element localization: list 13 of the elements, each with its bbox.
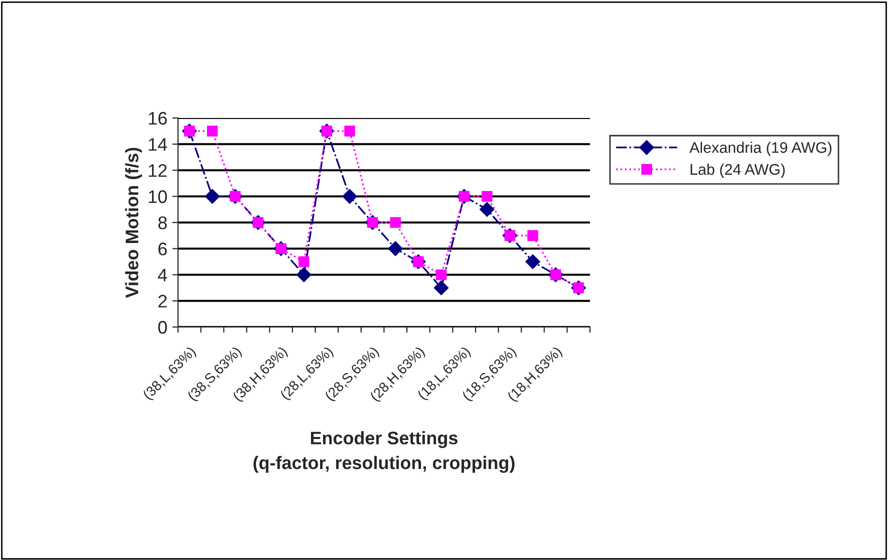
y-tick-label: 14: [148, 138, 168, 151]
y-tick-label: 12: [148, 164, 167, 177]
y-tick-label: 0: [158, 320, 167, 334]
y-tick-label: 10: [148, 190, 167, 204]
y-tick-label: 16: [148, 112, 167, 125]
y-axis-title: Video Motion (f/s): [125, 148, 142, 298]
y-tick-label: 2: [158, 294, 167, 308]
legend-label: Lab (24 AWG): [690, 164, 785, 178]
legend-label: Alexandria (19 AWG): [689, 142, 832, 156]
y-tick-label: 6: [158, 242, 167, 256]
x-axis-title: Encoder Settings (q-factor, resolution, cropping): [254, 431, 515, 473]
y-tick-label: 8: [158, 216, 167, 230]
y-tick-label: 4: [158, 268, 168, 282]
